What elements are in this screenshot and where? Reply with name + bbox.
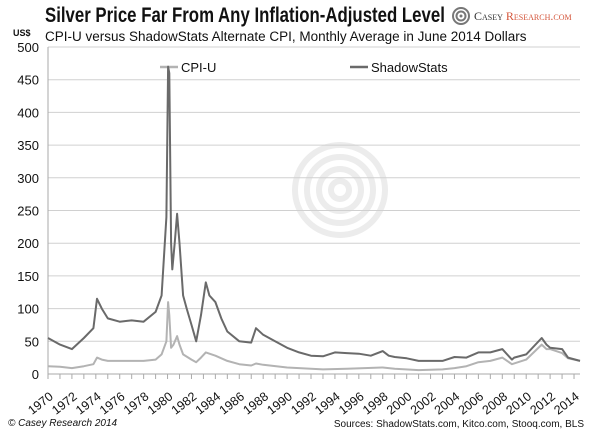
legend-label: CPI-U [181,60,216,75]
y-tick-label: 0 [32,367,39,382]
x-tick-label: 2006 [456,389,487,417]
y-tick-label: 400 [17,105,39,120]
y-tick-label: 450 [17,73,39,88]
series-line-cpi-u [47,301,581,372]
watermark-ring [328,178,352,202]
y-tick-label: 300 [17,171,39,186]
x-tick-label: 1982 [169,389,200,417]
y-tick-label: 100 [17,302,39,317]
x-tick-label: 2000 [384,389,415,417]
sources: Sources: ShadowStats.com, Kitco.com, Sto… [333,419,584,430]
watermark-ring [304,154,376,226]
chart-title: Silver Price Far From Any Inflation-Adju… [45,4,445,27]
x-tick-label: 1988 [241,389,272,417]
x-tick-label: 2014 [551,389,582,417]
y-axis-unit: US$ [13,28,31,38]
x-tick-label: 1990 [264,389,295,417]
casey-research-logo: Casey Research.com [450,6,572,26]
y-tick-label: 250 [17,204,39,219]
x-tick-label: 1996 [336,389,367,417]
x-tick-label: 2008 [480,389,511,417]
x-tick-label: 1998 [360,389,391,417]
chart-subtitle: CPI-U versus ShadowStats Alternate CPI, … [45,29,527,44]
y-tick-label: 350 [17,138,39,153]
x-tick-label: 2002 [408,389,439,417]
series-line-shadowstats [47,65,581,362]
legend-label: ShadowStats [371,60,448,75]
x-tick-label: 1992 [288,389,319,417]
y-tick-label: 200 [17,236,39,251]
x-tick-label: 1976 [97,389,128,417]
copyright: © Casey Research 2014 [8,418,118,429]
watermark-ring [316,166,364,214]
x-tick-label: 2012 [527,389,558,417]
x-tick-label: 1994 [312,389,343,417]
y-tick-label: 150 [17,269,39,284]
x-tick-label: 2010 [504,389,535,417]
x-tick-label: 2004 [432,389,463,417]
x-tick-label: 1970 [25,389,56,417]
target-logo-icon [452,7,470,25]
x-tick-label: 1974 [73,389,104,417]
x-tick-label: 1972 [49,389,80,417]
logo-text: Casey Research.com [474,9,572,23]
y-tick-label: 50 [25,334,39,349]
x-tick-label: 1978 [121,389,152,417]
x-tick-label: 1980 [145,389,176,417]
y-tick-label: 500 [17,40,39,55]
x-tick-label: 1984 [193,389,224,417]
x-tick-label: 1986 [217,389,248,417]
